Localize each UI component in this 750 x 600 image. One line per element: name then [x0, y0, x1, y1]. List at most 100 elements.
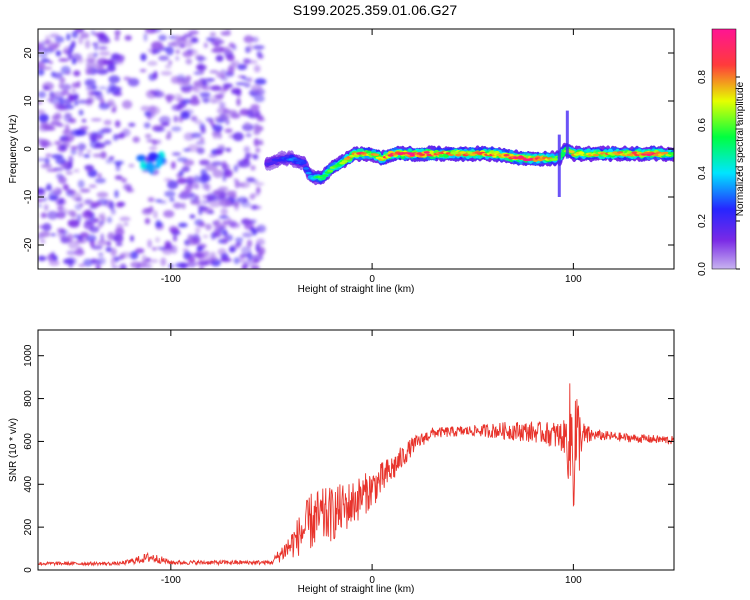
noise-blob [248, 43, 253, 52]
noise-blob [205, 223, 212, 231]
noise-blob [181, 166, 190, 173]
noise-blob [160, 257, 167, 267]
noise-blob [68, 240, 79, 250]
noise-blob [57, 231, 66, 239]
noise-blob [218, 215, 229, 219]
noise-blob [110, 257, 116, 266]
noise-blob [171, 152, 182, 156]
noise-blob [255, 243, 260, 253]
noise-blob [106, 216, 113, 224]
noise-blob [144, 133, 152, 139]
noise-blob [107, 99, 115, 107]
noise-blob [247, 59, 258, 64]
noise-blob [144, 111, 151, 117]
y-tick-label: 400 [23, 476, 34, 493]
noise-blob [253, 182, 265, 186]
noise-blob [150, 113, 156, 118]
colorbar-tick-label: 0.4 [697, 166, 708, 180]
noise-blob [89, 133, 98, 143]
noise-blob [253, 129, 261, 135]
colorbar-tick-label: 0.2 [697, 214, 708, 228]
noise-blob [59, 137, 71, 143]
noise-blob [242, 232, 253, 238]
y-tick-label: -20 [23, 237, 34, 252]
y-tick-label: 0 [23, 146, 34, 152]
noise-blob [137, 261, 146, 269]
noise-blob [168, 60, 173, 65]
colorbar: 0.0 0.2 0.4 0.6 0.8 Normalized spectral ampl… [697, 28, 746, 276]
noise-blob [78, 263, 86, 267]
noise-blob [240, 218, 252, 225]
noise-blob [228, 42, 235, 48]
noise-blob [255, 147, 261, 153]
noise-blob [60, 237, 71, 244]
noise-blob [96, 58, 109, 66]
noise-blob [147, 239, 153, 249]
noise-blob [158, 34, 167, 41]
noise-blob [193, 80, 204, 88]
ridge-cell [423, 151, 430, 154]
noise-blob [40, 40, 46, 48]
noise-blob [203, 42, 208, 49]
noise-blob [143, 32, 148, 42]
x-tick-label: -100 [161, 575, 181, 586]
noise-blob [199, 266, 205, 269]
noise-blob [225, 29, 231, 36]
noise-blob [149, 105, 161, 115]
noise-blob [214, 93, 224, 99]
noise-blob [98, 102, 110, 110]
noise-blob [77, 99, 88, 104]
figure-title: S199.2025.359.01.06.G27 [292, 2, 458, 18]
noise-blob [79, 144, 86, 150]
noise-blob [92, 153, 105, 158]
noise-blob [105, 158, 114, 164]
noise-blob [85, 66, 92, 75]
noise-blob [164, 178, 173, 182]
noise-blob [67, 210, 76, 216]
noise-blob [210, 231, 217, 240]
ridge-cell [322, 174, 329, 177]
noise-blob [247, 77, 253, 83]
noise-blob [55, 157, 66, 165]
noise-blob [189, 192, 195, 197]
noise-blob [209, 32, 217, 37]
noise-blob [38, 137, 44, 143]
noise-blob [201, 182, 209, 190]
noise-blob [84, 164, 94, 171]
noise-blob [159, 200, 167, 204]
noise-blob [143, 122, 151, 129]
noise-blob [185, 58, 193, 65]
ridge-cell [460, 151, 467, 154]
noise-blob [158, 55, 170, 61]
noise-blob [252, 154, 259, 160]
noise-blob [199, 159, 210, 166]
spectrogram-x-ticks: -100 0 100 [161, 29, 582, 285]
noise-blob [65, 171, 73, 175]
noise-blob [249, 194, 256, 200]
noise-blob [233, 198, 242, 202]
noise-blob [220, 207, 228, 216]
ridge-cell [305, 171, 312, 175]
x-tick-label: 100 [565, 575, 582, 586]
noise-blob [79, 202, 84, 208]
ridge-cell [419, 153, 425, 156]
snr-y-label: SNR (10 * v/v) [8, 418, 19, 482]
ridge-cell [662, 151, 669, 155]
noise-blob [108, 156, 115, 160]
noise-blob [55, 36, 65, 43]
noise-blob [116, 162, 121, 167]
noise-blob [96, 191, 109, 198]
noise-blob [83, 154, 91, 158]
noise-blob [38, 255, 47, 262]
noise-blob [158, 44, 165, 50]
noise-blob [165, 134, 171, 140]
noise-cluster-blob [136, 155, 146, 162]
noise-blob [96, 33, 106, 38]
noise-blob [216, 107, 228, 115]
noise-blob [217, 132, 223, 140]
noise-blob [236, 97, 241, 107]
noise-blob [222, 236, 229, 245]
noise-blob [58, 82, 64, 89]
noise-blob [191, 132, 202, 139]
